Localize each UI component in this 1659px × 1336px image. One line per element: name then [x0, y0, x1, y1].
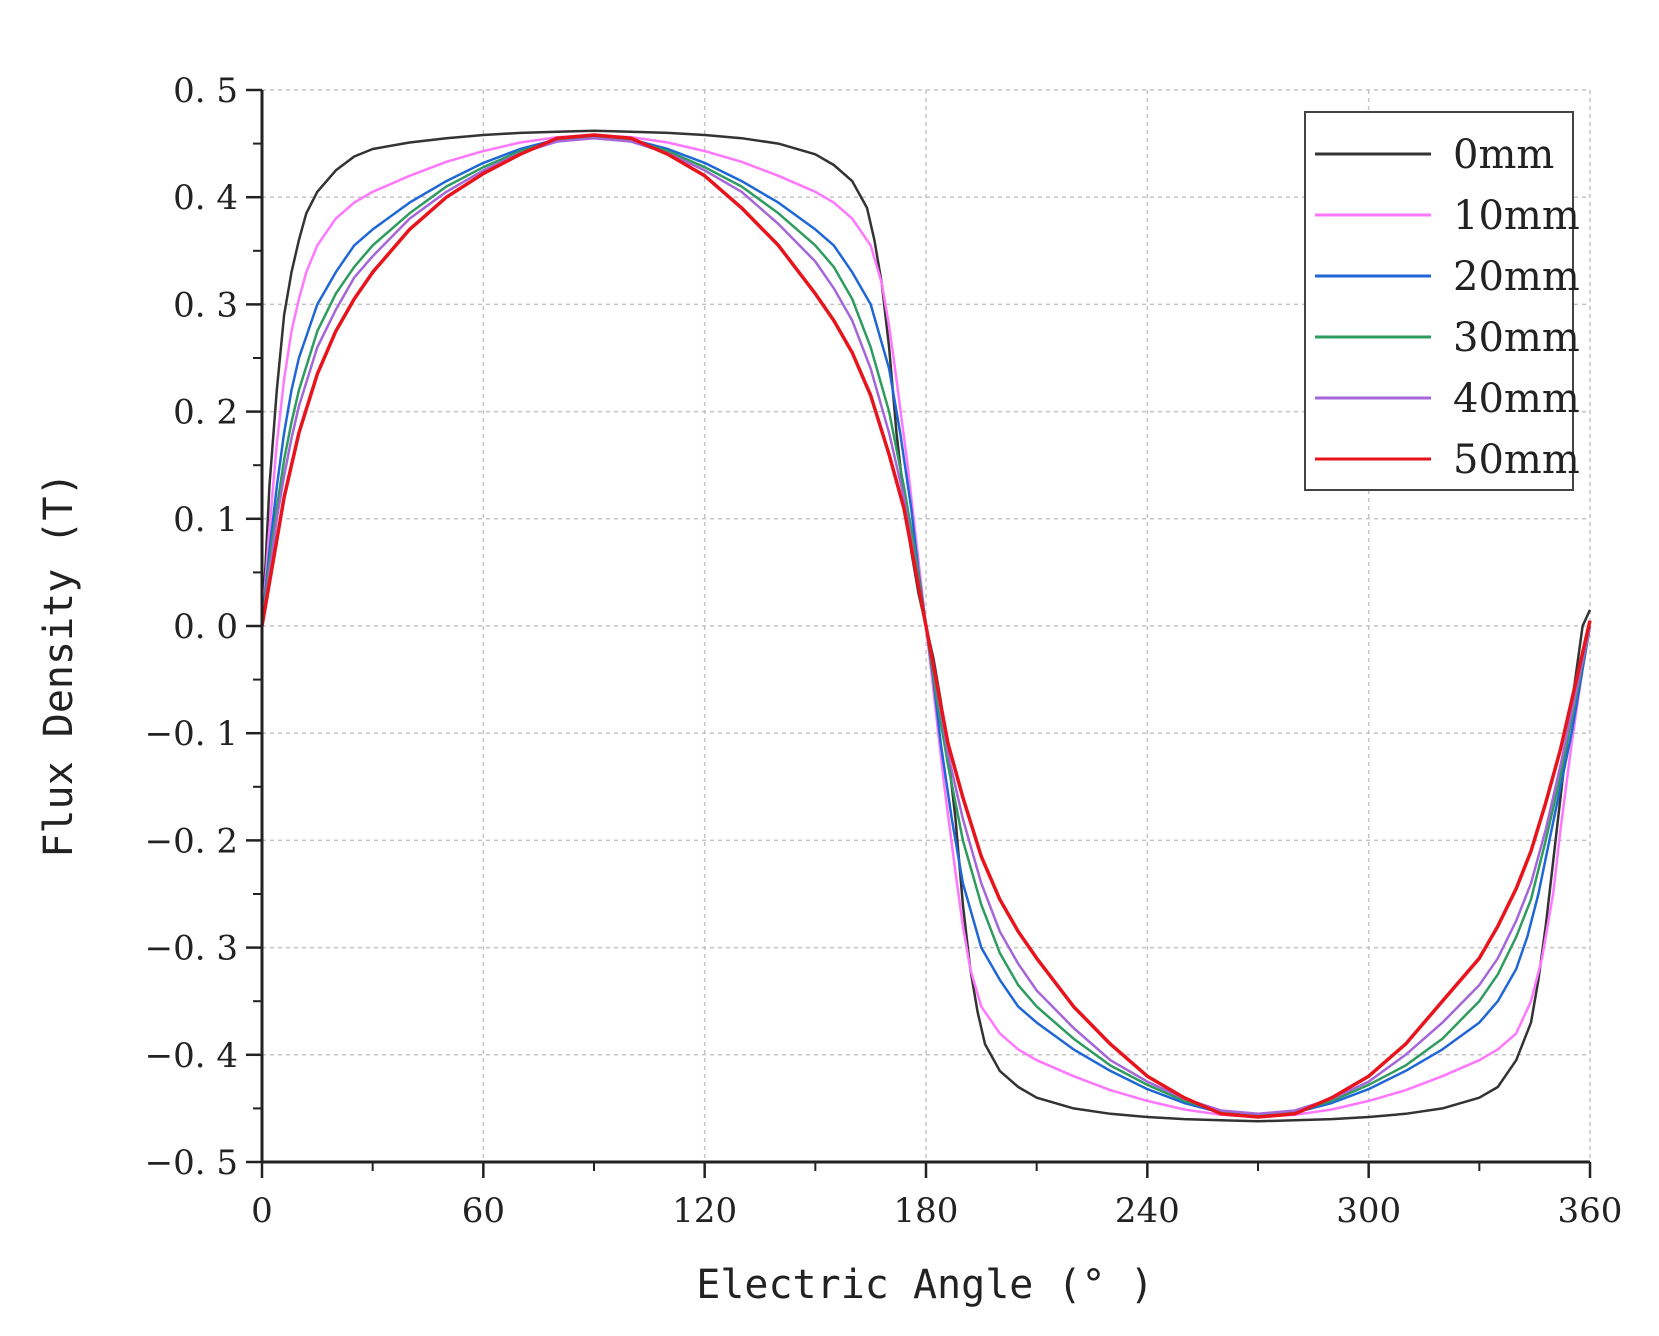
- x-tick-label: 240: [1115, 1191, 1180, 1231]
- legend-label-40mm: 40mm: [1453, 376, 1580, 422]
- legend-label-20mm: 20mm: [1453, 254, 1580, 300]
- legend-label-0mm: 0mm: [1453, 132, 1554, 178]
- legend-box: [1304, 111, 1574, 491]
- x-tick-label: 180: [894, 1191, 959, 1231]
- y-tick-label: 0. 1: [173, 500, 238, 540]
- x-tick-label: 60: [462, 1191, 505, 1231]
- y-tick-label: 0. 5: [173, 71, 238, 111]
- legend: 0mm 10mm 20mm 30mm 40mm 50mm: [1304, 111, 1580, 491]
- y-tick-label: 0. 3: [173, 285, 238, 325]
- y-tick-label: −0. 5: [145, 1143, 238, 1183]
- y-tick-label: −0. 3: [145, 929, 238, 969]
- x-tick-label: 0: [251, 1191, 273, 1231]
- y-axis-title: Flux Density (T): [36, 472, 82, 857]
- series-line-50mm: [260, 133, 1592, 1119]
- series-line-30mm: [260, 135, 1592, 1117]
- series-layer: [260, 129, 1592, 1123]
- y-tick-label: 0. 2: [173, 393, 238, 433]
- x-tick-label: 120: [672, 1191, 737, 1231]
- legend-label-30mm: 30mm: [1453, 315, 1580, 361]
- y-tick-label: 0. 0: [173, 607, 238, 647]
- y-tick-label: −0. 2: [145, 821, 238, 861]
- y-tick-label: −0. 1: [145, 714, 238, 754]
- y-tick-label: 0. 4: [173, 178, 238, 218]
- x-tick-label: 360: [1558, 1191, 1623, 1231]
- legend-label-50mm: 50mm: [1453, 437, 1580, 483]
- legend-label-10mm: 10mm: [1453, 193, 1580, 239]
- x-axis-title: Electric Angle (° ): [696, 1262, 1154, 1308]
- axes: 0 60 120 180 240 300 360 0. 5 0. 4 0. 3 0. 2 0. 1 0.…: [145, 71, 1623, 1231]
- x-tick-label: 300: [1336, 1191, 1401, 1231]
- y-tick-label: −0. 4: [145, 1036, 238, 1076]
